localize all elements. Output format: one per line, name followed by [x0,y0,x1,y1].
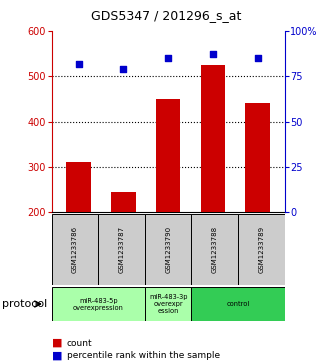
Bar [201,65,225,212]
Bar [156,99,180,212]
Point [121,66,126,72]
Bar [191,287,285,321]
Bar [191,214,238,285]
Bar [238,214,285,285]
Text: protocol: protocol [2,299,47,309]
Text: count: count [67,339,92,347]
Text: control: control [226,301,250,307]
Text: miR-483-5p
overexpression: miR-483-5p overexpression [73,298,124,310]
Text: ■: ■ [52,338,62,348]
Bar [245,103,270,212]
Text: GSM1233787: GSM1233787 [119,226,125,273]
Text: percentile rank within the sample: percentile rank within the sample [67,351,220,360]
Text: miR-483-3p
overexpr
ession: miR-483-3p overexpr ession [149,294,187,314]
Bar [52,287,145,321]
Point [166,55,171,61]
Text: GSM1233786: GSM1233786 [72,226,78,273]
Text: ■: ■ [52,351,62,361]
Bar [98,214,145,285]
Text: GSM1233789: GSM1233789 [258,226,264,273]
Text: GDS5347 / 201296_s_at: GDS5347 / 201296_s_at [91,9,242,22]
Text: GSM1233788: GSM1233788 [212,226,218,273]
Bar [52,214,98,285]
Point [210,52,216,57]
Point [255,55,260,61]
Bar [145,214,191,285]
Bar [66,163,91,212]
Point [76,61,81,66]
Bar [111,192,136,212]
Text: GSM1233790: GSM1233790 [165,226,171,273]
Bar [145,287,191,321]
